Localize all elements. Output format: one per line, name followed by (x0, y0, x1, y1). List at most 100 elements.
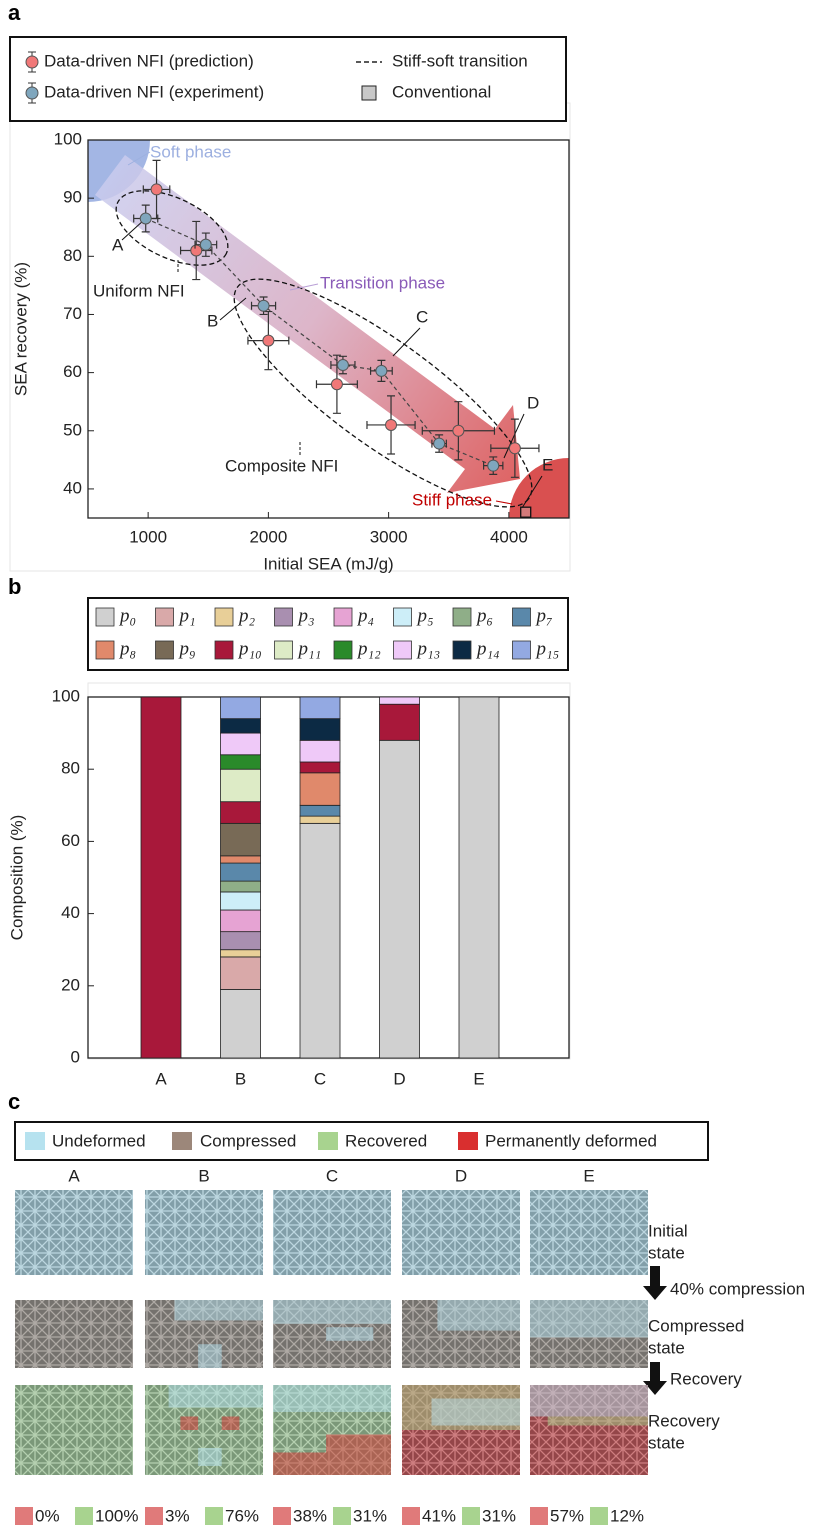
bar-segment (220, 801, 261, 824)
data-point (199, 238, 212, 251)
stat-label: 31% (482, 1506, 516, 1525)
bar-segment (220, 718, 261, 734)
legend-swatch (512, 607, 531, 627)
data-point (375, 364, 388, 377)
legend-label: p₂ (237, 605, 256, 626)
bar-segment (220, 891, 261, 911)
state-overlay (437, 1300, 520, 1331)
stat-label: 31% (353, 1506, 387, 1525)
data-point (487, 459, 500, 472)
state-overlay (174, 1300, 263, 1321)
stat-swatch (75, 1507, 93, 1525)
legend-symbol (25, 86, 39, 100)
stat-swatch (205, 1507, 223, 1525)
panel-label: a (8, 0, 21, 25)
legend-label: p₉ (178, 638, 196, 659)
state-overlay (168, 1385, 263, 1408)
row-label: Initial (648, 1221, 688, 1240)
column-label: C (326, 1166, 338, 1185)
legend-label: p₁₃ (416, 638, 441, 659)
x-tick-label: 3000 (370, 527, 408, 546)
panel-label: c (8, 1089, 20, 1114)
data-point (139, 212, 152, 225)
legend-swatch (25, 1132, 45, 1150)
x-tick-label: 4000 (490, 527, 528, 546)
arrow (643, 1266, 667, 1300)
legend-swatch (393, 607, 412, 627)
bar-segment (458, 696, 500, 1059)
transition-arrow (95, 155, 520, 493)
annotation: Stiff phase (412, 490, 492, 509)
bar-segment (299, 822, 341, 1059)
bar-segment (379, 696, 420, 705)
state-overlay (273, 1385, 391, 1412)
legend-label: Conventional (392, 82, 491, 101)
annotation: D (527, 393, 539, 412)
bar-segment (299, 739, 341, 763)
stat-label: 12% (610, 1506, 644, 1525)
legend-label: Undeformed (52, 1131, 146, 1150)
bar-segment (220, 696, 261, 720)
data-point (385, 418, 398, 431)
stat-swatch (402, 1507, 420, 1525)
bar-segment (299, 761, 341, 774)
x-tick-label: 2000 (249, 527, 287, 546)
legend-symbol (25, 55, 39, 69)
transition-label: Recovery (670, 1369, 742, 1388)
annotation: B (207, 311, 218, 330)
bar-segment (220, 989, 261, 1059)
legend-swatch (172, 1132, 192, 1150)
state-overlay (15, 1385, 133, 1475)
legend-swatch (333, 607, 353, 627)
legend-label: p₁₀ (237, 638, 262, 659)
data-point (336, 359, 349, 372)
legend-label: p₁₂ (356, 638, 381, 659)
legend-swatch (155, 640, 174, 660)
row-label: state (648, 1243, 685, 1262)
stat-label: 3% (165, 1506, 190, 1525)
legend-label: p₇ (535, 605, 554, 626)
legend-label: p₁₄ (475, 638, 500, 659)
legend-swatch (512, 640, 531, 660)
state-overlay (547, 1416, 648, 1426)
bar-segment (220, 956, 261, 990)
y-tick-label: 50 (63, 420, 82, 439)
state-overlay (15, 1190, 133, 1275)
column-label: D (455, 1166, 467, 1185)
state-overlay (326, 1434, 391, 1475)
legend-label: Stiff-soft transition (392, 51, 528, 70)
y-tick-label: 100 (52, 686, 80, 705)
leader-line (127, 151, 151, 166)
column-label: A (68, 1166, 80, 1185)
state-overlay (198, 1448, 222, 1466)
leader-line (121, 219, 145, 241)
leader-line (219, 297, 247, 321)
phase-background (88, 140, 569, 518)
legend-label: p₈ (118, 638, 136, 659)
legend-swatch (318, 1132, 338, 1150)
state-overlay (326, 1327, 374, 1341)
state-overlay (530, 1300, 648, 1338)
column-label: B (198, 1166, 209, 1185)
legend-box (14, 1121, 709, 1161)
annotation: Transition phase (320, 273, 445, 292)
bar-segment (299, 772, 341, 806)
row-label: state (648, 1338, 685, 1357)
row-label: Recovery (648, 1411, 720, 1430)
legend-swatch (458, 1132, 478, 1150)
y-tick-label: 100 (54, 129, 82, 148)
leader-line (289, 283, 319, 291)
stat-swatch (15, 1507, 33, 1525)
stat-swatch (145, 1507, 163, 1525)
legend-swatch (155, 607, 174, 627)
data-point (257, 299, 270, 312)
y-axis-label: Composition (%) (7, 815, 26, 941)
legend-label: p₁₁ (297, 638, 322, 659)
state-overlay (530, 1190, 648, 1275)
x-tick-label: E (473, 1069, 484, 1088)
bar-segment (220, 880, 261, 893)
legend-swatch (452, 640, 472, 660)
composite-ellipse (233, 278, 533, 508)
legend-swatch (333, 640, 353, 660)
stat-swatch (273, 1507, 291, 1525)
